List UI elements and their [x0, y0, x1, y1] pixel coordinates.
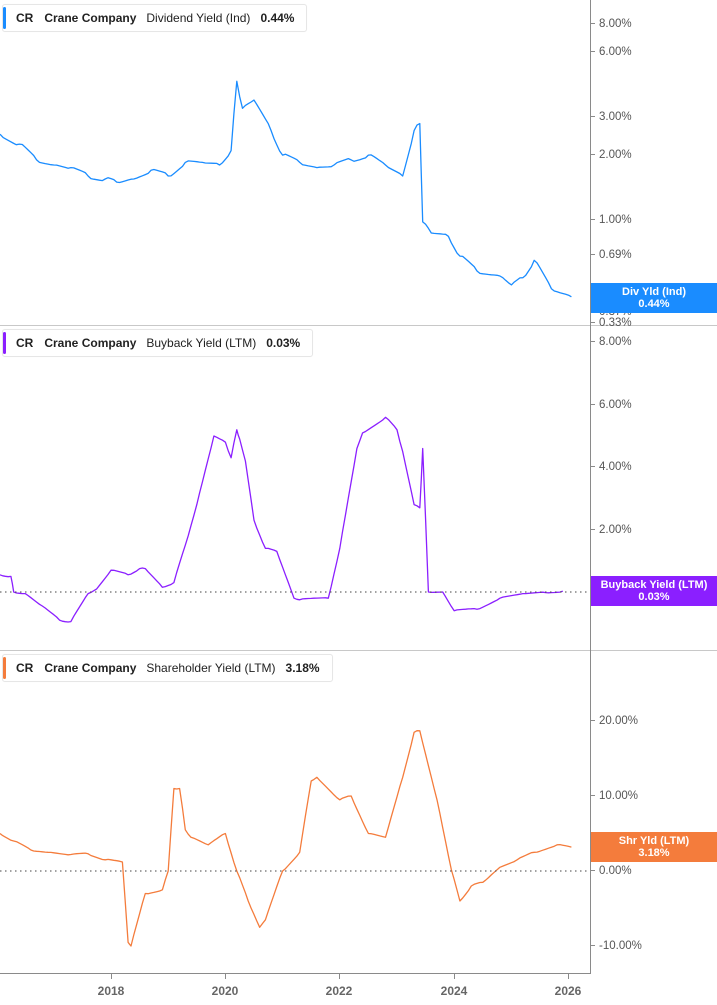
- badge-value: 3.18%: [638, 847, 670, 859]
- legend-ticker: CR: [16, 661, 34, 675]
- y-tick: 1.00%: [591, 214, 632, 226]
- x-tick-mark: [568, 974, 569, 979]
- y-tick: 0.00%: [591, 865, 632, 877]
- series-color-marker: [3, 657, 6, 679]
- y-axis-line: [590, 0, 591, 973]
- y-tick: 3.00%: [591, 111, 632, 123]
- legend-company: Crane Company: [44, 11, 137, 25]
- series-color-marker: [3, 7, 6, 29]
- x-tick-label: 2024: [440, 984, 468, 998]
- x-axis-line: [0, 973, 591, 974]
- y-tick: 20.00%: [591, 715, 638, 727]
- buyback-yield-plot: [0, 416, 564, 623]
- x-tick-mark: [454, 974, 455, 979]
- legend-value: 3.18%: [285, 661, 320, 675]
- y-tick: 10.00%: [591, 790, 638, 802]
- x-tick-mark: [111, 974, 112, 979]
- legend-dividend-yield[interactable]: CR Crane Company Dividend Yield (Ind) 0.…: [2, 4, 308, 32]
- y-tick: 6.00%: [591, 399, 632, 411]
- y-tick: 8.00%: [591, 18, 632, 30]
- current-value-badge-shareholder: Shr Yld (LTM) 3.18%: [591, 832, 717, 862]
- legend-buyback-yield[interactable]: CR Crane Company Buyback Yield (LTM) 0.0…: [2, 329, 314, 357]
- x-tick-label: 2020: [211, 984, 239, 998]
- series-color-marker: [3, 332, 6, 354]
- badge-label: Div Yld (Ind): [622, 286, 686, 298]
- y-tick: 0.33%: [591, 317, 632, 329]
- shareholder-yield-plot: [0, 730, 572, 947]
- zero-lines: [0, 591, 590, 872]
- y-tick: 2.00%: [591, 149, 632, 161]
- series-line: [0, 416, 564, 623]
- legend-ticker: CR: [16, 11, 34, 25]
- legend-metric: Dividend Yield (Ind): [146, 11, 251, 25]
- y-tick: 2.00%: [591, 524, 632, 536]
- x-tick-label: 2026: [554, 984, 582, 998]
- current-value-badge-buyback: Buyback Yield (LTM) 0.03%: [591, 576, 717, 606]
- y-tick: -10.00%: [591, 940, 642, 952]
- x-tick-label: 2022: [325, 984, 353, 998]
- x-tick-mark: [225, 974, 226, 979]
- current-value-badge-dividend: Div Yld (Ind) 0.44%: [591, 283, 717, 313]
- panel-divider-1: [0, 325, 717, 326]
- legend-company: Crane Company: [44, 336, 137, 350]
- y-tick: 6.00%: [591, 46, 632, 58]
- x-tick-mark: [339, 974, 340, 979]
- badge-label: Shr Yld (LTM): [618, 835, 690, 847]
- legend-value: 0.44%: [260, 11, 295, 25]
- y-tick: 0.69%: [591, 249, 632, 261]
- dividend-yield-plot: [0, 80, 572, 298]
- legend-value: 0.03%: [266, 336, 301, 350]
- y-tick: 8.00%: [591, 336, 632, 348]
- x-tick-label: 2018: [97, 984, 125, 998]
- legend-company: Crane Company: [44, 661, 137, 675]
- badge-value: 0.44%: [638, 298, 670, 310]
- badge-label: Buyback Yield (LTM): [600, 579, 708, 591]
- panel-divider-2: [0, 650, 717, 651]
- legend-metric: Shareholder Yield (LTM): [146, 661, 276, 675]
- legend-shareholder-yield[interactable]: CR Crane Company Shareholder Yield (LTM)…: [2, 654, 333, 682]
- legend-metric: Buyback Yield (LTM): [146, 336, 257, 350]
- series-line: [0, 80, 572, 298]
- series-line: [0, 730, 572, 947]
- badge-value: 0.03%: [638, 591, 670, 603]
- legend-ticker: CR: [16, 336, 34, 350]
- y-tick: 4.00%: [591, 461, 632, 473]
